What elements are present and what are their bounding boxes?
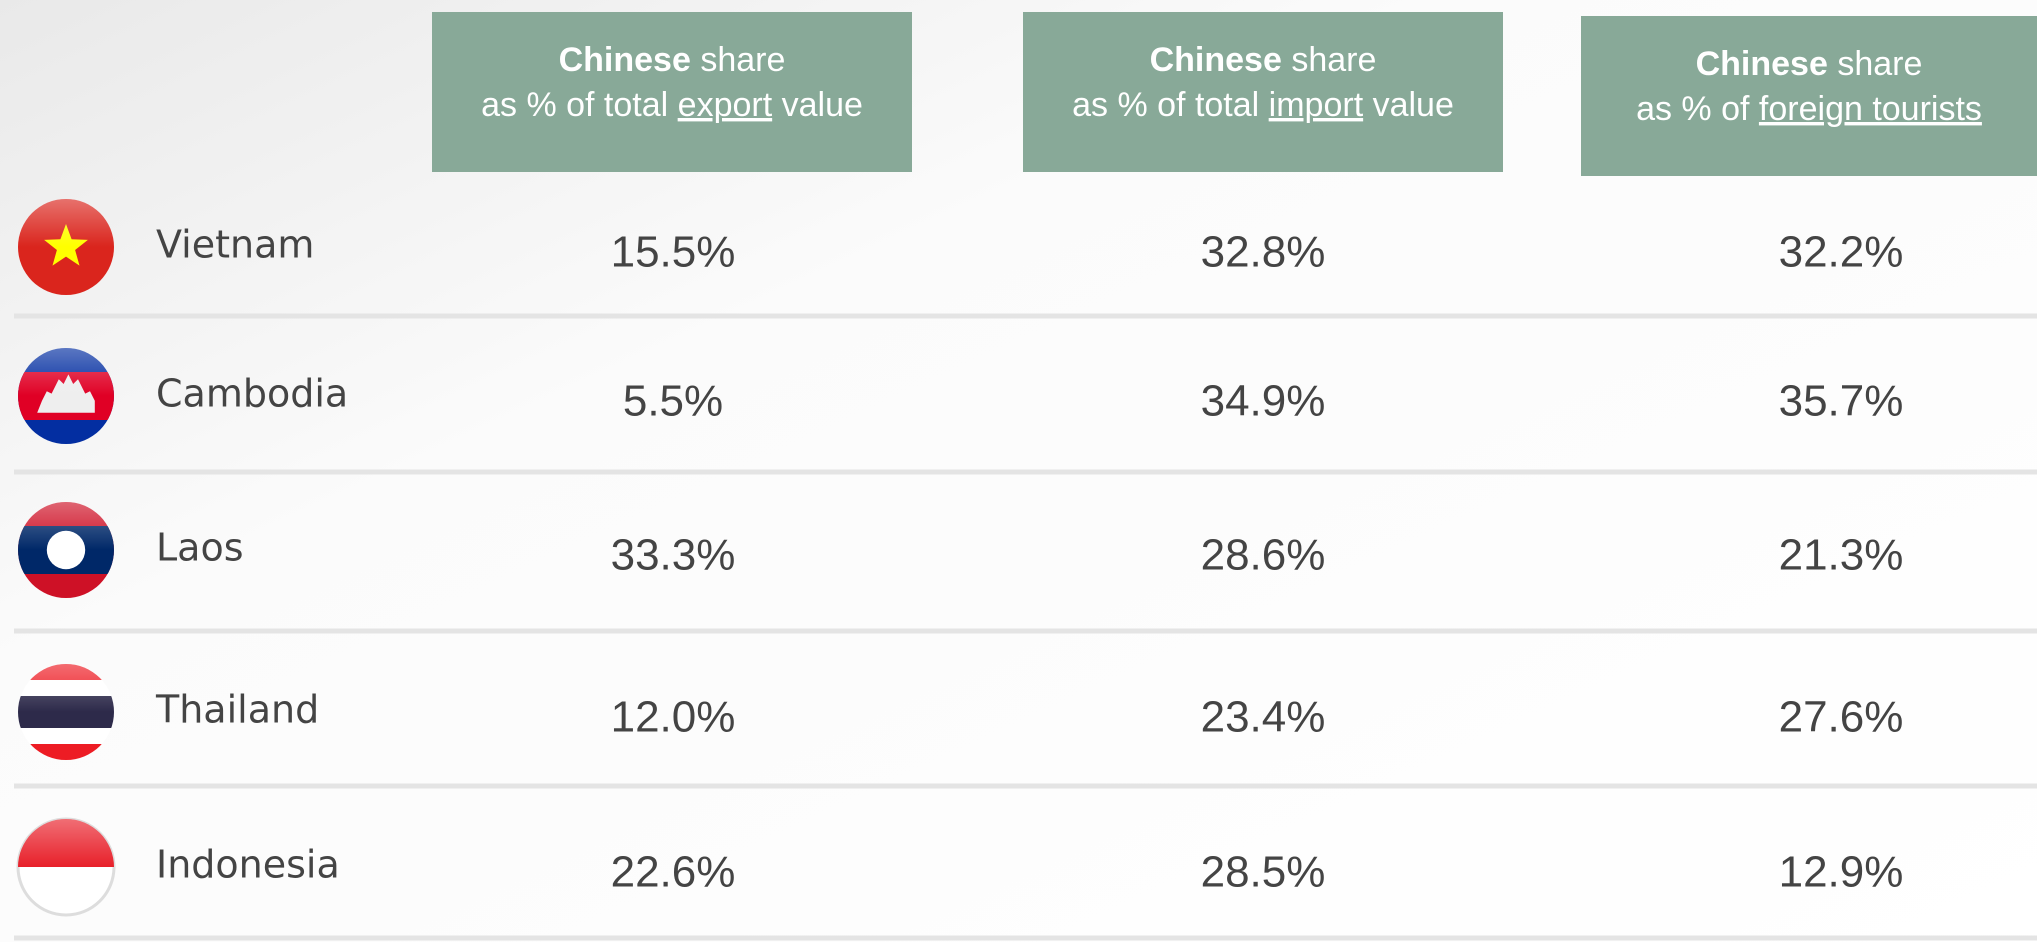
header-prefix: as % of total <box>1072 86 1259 124</box>
cell-value: 12.0% <box>611 693 736 742</box>
cell-value: 32.2% <box>1779 228 1904 277</box>
header-line: Chinese share <box>1150 41 1377 79</box>
header-prefix: as % of total <box>481 86 668 124</box>
cell-value: 28.6% <box>1201 531 1326 580</box>
flag-icon <box>18 664 114 760</box>
header-text: share <box>700 41 785 79</box>
header-line: Chinese share <box>1696 45 1923 83</box>
cell-value: 22.6% <box>611 848 736 897</box>
flag-gloss <box>18 348 114 444</box>
cell-value: 21.3% <box>1779 531 1904 580</box>
cell-value: 33.3% <box>611 531 736 580</box>
header-line: as % of total import value <box>1072 86 1454 124</box>
header-suffix: value <box>782 86 863 124</box>
cell-value: 5.5% <box>623 377 723 426</box>
header-suffix: value <box>1373 86 1454 124</box>
header-box <box>1023 12 1503 172</box>
flag-icon <box>18 199 114 295</box>
header-bold: Chinese <box>1696 45 1828 83</box>
flag-icon <box>18 348 114 444</box>
flag-gloss <box>18 199 114 295</box>
cell-value: 15.5% <box>611 228 736 277</box>
country-name: Laos <box>156 526 244 570</box>
header-underlined: foreign tourists <box>1759 90 1982 128</box>
cell-value: 35.7% <box>1779 377 1904 426</box>
flag-icon <box>18 502 114 598</box>
country-name: Indonesia <box>156 843 340 887</box>
country-name: Vietnam <box>156 223 314 267</box>
header-underlined: import <box>1269 86 1364 124</box>
header-bold: Chinese <box>559 41 691 79</box>
country-name: Cambodia <box>156 372 348 416</box>
flag-gloss <box>18 502 114 598</box>
flag-gloss <box>18 664 114 760</box>
header-line: Chinese share <box>559 41 786 79</box>
header-underlined: export <box>678 86 773 124</box>
cell-value: 34.9% <box>1201 377 1326 426</box>
flag-icon <box>16 817 116 917</box>
flag-gloss <box>18 819 114 915</box>
cell-value: 23.4% <box>1201 693 1326 742</box>
cell-value: 28.5% <box>1201 848 1326 897</box>
header-text: share <box>1837 45 1922 83</box>
header-bold: Chinese <box>1150 41 1282 79</box>
header-prefix: as % of <box>1636 90 1750 128</box>
cell-value: 12.9% <box>1779 848 1904 897</box>
header-line: as % of total export value <box>481 86 863 124</box>
header-text: share <box>1291 41 1376 79</box>
header-box <box>432 12 912 172</box>
cell-value: 27.6% <box>1779 693 1904 742</box>
header-box <box>1581 16 2037 176</box>
header-line: as % of foreign tourists <box>1636 90 1982 128</box>
country-name: Thailand <box>155 688 319 732</box>
cell-value: 32.8% <box>1201 228 1326 277</box>
